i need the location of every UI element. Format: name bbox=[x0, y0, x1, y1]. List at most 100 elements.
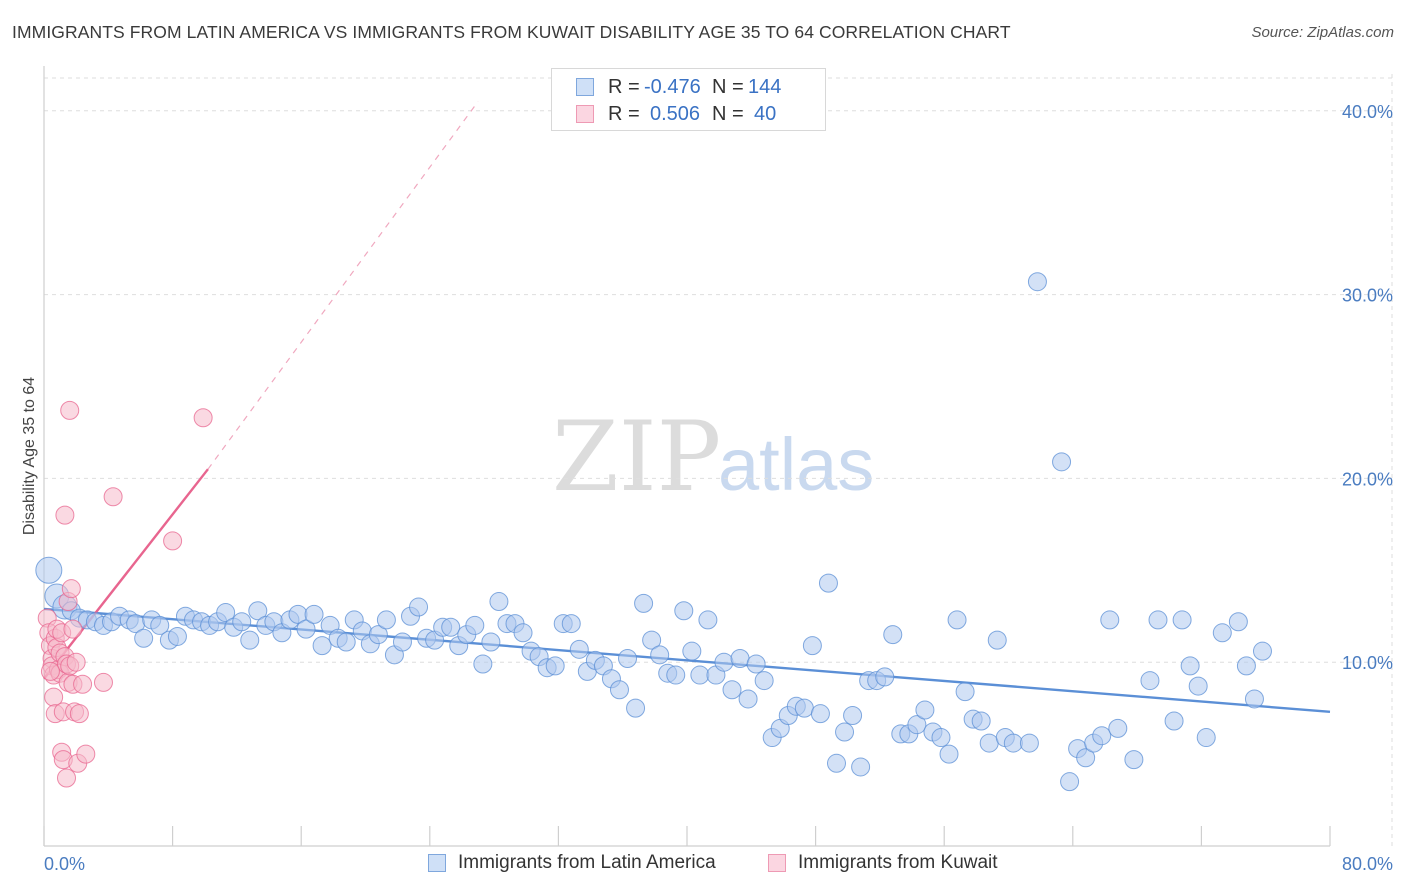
data-point bbox=[240, 630, 260, 650]
data-point bbox=[1076, 748, 1096, 768]
data-point bbox=[35, 556, 63, 584]
bottom-legend-swatch-pink bbox=[768, 854, 786, 872]
data-point bbox=[513, 623, 533, 643]
data-point bbox=[1027, 272, 1047, 292]
data-point bbox=[609, 680, 629, 700]
data-point bbox=[754, 671, 774, 691]
data-point bbox=[60, 400, 80, 420]
data-point bbox=[73, 674, 93, 694]
data-point bbox=[304, 604, 324, 624]
legend-swatch-blue bbox=[576, 78, 594, 96]
legend-r-value: -0.476 bbox=[644, 75, 701, 98]
bottom-legend-label: Immigrants from Kuwait bbox=[798, 852, 998, 873]
data-point bbox=[1244, 689, 1264, 709]
data-point bbox=[794, 698, 814, 718]
data-point bbox=[722, 680, 742, 700]
y-axis-label: Disability Age 35 to 64 bbox=[21, 377, 38, 535]
data-point bbox=[163, 531, 183, 551]
data-point bbox=[1140, 671, 1160, 691]
data-point bbox=[63, 619, 83, 639]
data-point bbox=[618, 649, 638, 669]
data-point bbox=[634, 593, 654, 613]
data-point bbox=[826, 753, 846, 773]
data-point bbox=[955, 682, 975, 702]
data-point bbox=[76, 744, 96, 764]
data-point bbox=[818, 573, 838, 593]
data-point bbox=[698, 610, 718, 630]
legend-r-value: 0.506 bbox=[650, 102, 701, 125]
legend-row-kuwait: R = 0.506 N = 40 bbox=[576, 102, 776, 126]
data-point bbox=[441, 617, 461, 637]
data-point bbox=[150, 615, 170, 635]
data-point bbox=[1180, 656, 1200, 676]
data-point bbox=[931, 728, 951, 748]
data-point bbox=[40, 661, 60, 681]
data-point bbox=[561, 614, 581, 634]
data-point bbox=[883, 625, 903, 645]
data-point bbox=[626, 698, 646, 718]
data-point bbox=[979, 733, 999, 753]
data-point bbox=[409, 597, 429, 617]
x-tick-label: 0.0% bbox=[44, 854, 85, 874]
data-point bbox=[730, 649, 750, 669]
x-tick-labels: 0.0% 80.0% bbox=[44, 854, 1393, 874]
legend-n-label: N = bbox=[712, 102, 744, 125]
data-point bbox=[875, 667, 895, 687]
data-points bbox=[35, 272, 1272, 792]
data-point bbox=[947, 610, 967, 630]
data-point bbox=[1172, 610, 1192, 630]
data-point bbox=[93, 672, 113, 692]
legend-r-label: R = bbox=[608, 75, 640, 98]
y-tick-labels: 10.0% 20.0% 30.0% 40.0% bbox=[1342, 102, 1393, 673]
bottom-legend-label: Immigrants from Latin America bbox=[458, 852, 716, 873]
x-tick-label: 80.0% bbox=[1342, 854, 1393, 874]
data-point bbox=[216, 603, 236, 623]
data-point bbox=[336, 632, 356, 652]
data-point bbox=[465, 615, 485, 635]
legend-n-value: 40 bbox=[754, 102, 777, 125]
legend-swatch-pink bbox=[576, 105, 594, 123]
data-point bbox=[1092, 726, 1112, 746]
data-point bbox=[473, 654, 493, 674]
data-point bbox=[368, 625, 388, 645]
data-point bbox=[1003, 733, 1023, 753]
legend-n-value: 144 bbox=[748, 75, 782, 98]
data-point bbox=[232, 612, 252, 632]
data-point bbox=[674, 601, 694, 621]
data-point bbox=[971, 711, 991, 731]
data-point bbox=[650, 645, 670, 665]
data-point bbox=[55, 505, 75, 525]
data-point bbox=[915, 700, 935, 720]
watermark-atlas: atlas bbox=[718, 423, 874, 506]
y-tick-label: 20.0% bbox=[1342, 469, 1393, 489]
data-point bbox=[545, 656, 565, 676]
legend-n-label: N = bbox=[712, 75, 744, 98]
data-point bbox=[851, 757, 871, 777]
data-point bbox=[57, 768, 77, 788]
data-point bbox=[682, 641, 702, 661]
watermark-zip: ZIP bbox=[552, 401, 721, 513]
data-point bbox=[481, 632, 501, 652]
data-point bbox=[1252, 641, 1272, 661]
data-point bbox=[835, 722, 855, 742]
watermark: ZIP atlas bbox=[552, 401, 874, 513]
data-point bbox=[907, 715, 927, 735]
data-point bbox=[714, 652, 734, 672]
data-point bbox=[666, 665, 686, 685]
data-point bbox=[690, 665, 710, 685]
data-point bbox=[1060, 772, 1080, 792]
data-point bbox=[103, 487, 123, 507]
data-point bbox=[1228, 612, 1248, 632]
source-credit: Source: ZipAtlas.com bbox=[1251, 24, 1394, 41]
data-point bbox=[939, 744, 959, 764]
data-point bbox=[1100, 610, 1120, 630]
data-point bbox=[642, 630, 662, 650]
data-point bbox=[1188, 676, 1208, 696]
data-point bbox=[312, 636, 332, 656]
data-point bbox=[376, 610, 396, 630]
legend-row-latin-america: R = -0.476 N = 144 bbox=[576, 75, 781, 99]
data-point bbox=[66, 652, 86, 672]
data-point bbox=[489, 592, 509, 612]
data-point bbox=[569, 639, 589, 659]
